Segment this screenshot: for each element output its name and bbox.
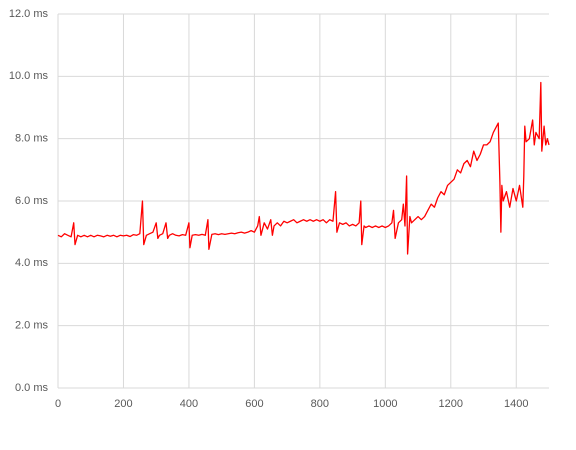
x-tick-label: 1400	[504, 398, 528, 410]
x-tick-label: 600	[245, 398, 263, 410]
y-tick-label: 12.0 ms	[9, 8, 49, 20]
x-tick-label: 800	[311, 398, 329, 410]
x-tick-label: 1200	[439, 398, 463, 410]
y-tick-label: 2.0 ms	[15, 320, 49, 332]
x-tick-label: 1000	[373, 398, 397, 410]
x-tick-label: 400	[180, 398, 198, 410]
y-tick-label: 0.0 ms	[15, 382, 49, 394]
x-tick-label: 200	[114, 398, 132, 410]
y-tick-label: 10.0 ms	[9, 70, 49, 82]
y-tick-label: 6.0 ms	[15, 195, 49, 207]
y-tick-label: 4.0 ms	[15, 257, 49, 269]
x-tick-label: 0	[55, 398, 61, 410]
y-tick-label: 8.0 ms	[15, 133, 49, 145]
data-line	[57, 81, 550, 255]
